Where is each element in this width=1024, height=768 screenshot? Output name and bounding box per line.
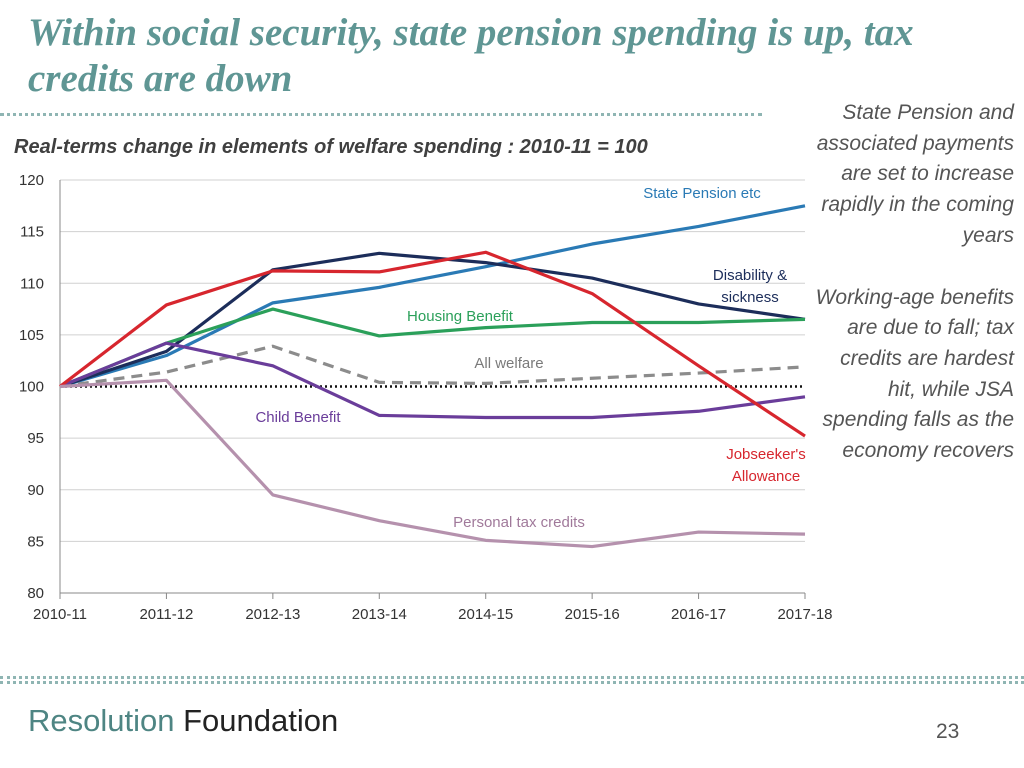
series-line-state-pension-etc [59,204,806,389]
y-tick-label: 120 [19,172,44,189]
series-label: Allowance [732,468,800,485]
y-tick-label: 85 [27,533,44,550]
y-tick-label: 90 [27,482,44,499]
chart-title: Real-terms change in elements of welfare… [14,136,648,158]
gridlines [60,179,805,542]
series-label: sickness [721,289,779,306]
series-line-personal-tax-credits [59,378,806,549]
y-tick-label: 115 [20,224,44,241]
x-tick-label: 2015-16 [565,606,620,623]
x-tick-label: 2013-14 [352,606,407,623]
top-divider [0,113,762,116]
x-tick-label: 2010-11 [33,606,87,623]
series-line-all-welfare [59,344,806,389]
series-label: State Pension etc [643,185,761,202]
y-tick-label: 80 [27,585,44,602]
bottom-divider [0,676,1024,684]
commentary-working-age: Working-age benefits are due to fall; ta… [815,285,1014,463]
series-label: All welfare [474,355,543,372]
series-label: Disability & [713,267,787,284]
series-line-housing-benefit [59,307,806,388]
slide-title: Within social security, state pension sp… [28,11,914,100]
brand-logo: Resolution Foundation [28,703,338,739]
commentary-state-pension: State Pension and associated payments ar… [816,101,1014,247]
y-tick-label: 105 [19,327,44,344]
series-label: Personal tax credits [453,514,585,531]
x-tick-label: 2012-13 [245,606,300,623]
x-tick-label: 2017-18 [777,606,832,623]
x-tick-label: 2016-17 [671,606,726,623]
series-line-child-benefit [59,341,806,420]
x-tick-label: 2011-12 [139,606,193,623]
page-number: 23 [936,720,960,743]
series-label: Housing Benefit [407,308,514,325]
y-tick-label: 95 [27,430,44,447]
commentary-panel: State Pension and associated payments ar… [814,98,1014,498]
axes: 80 85 90 95 100 105 110 115 120 2010-11 2011-12 201… [19,172,833,623]
brand-word-resolution: Resolution [28,703,175,738]
series-labels: State Pension etc Disability & sickness Hou… [255,185,805,531]
line-chart: Real-terms change in elements of welfare… [14,136,833,623]
series-label: Child Benefit [255,409,341,426]
y-tick-label: 110 [20,275,44,292]
series-lines [59,204,806,549]
brand-word-foundation: Foundation [183,703,339,738]
y-tick-label: 100 [19,379,44,396]
series-label: Jobseeker's [726,446,806,463]
x-tick-label: 2014-15 [458,606,513,623]
series-line-jobseeker-s-allowance [59,250,806,438]
